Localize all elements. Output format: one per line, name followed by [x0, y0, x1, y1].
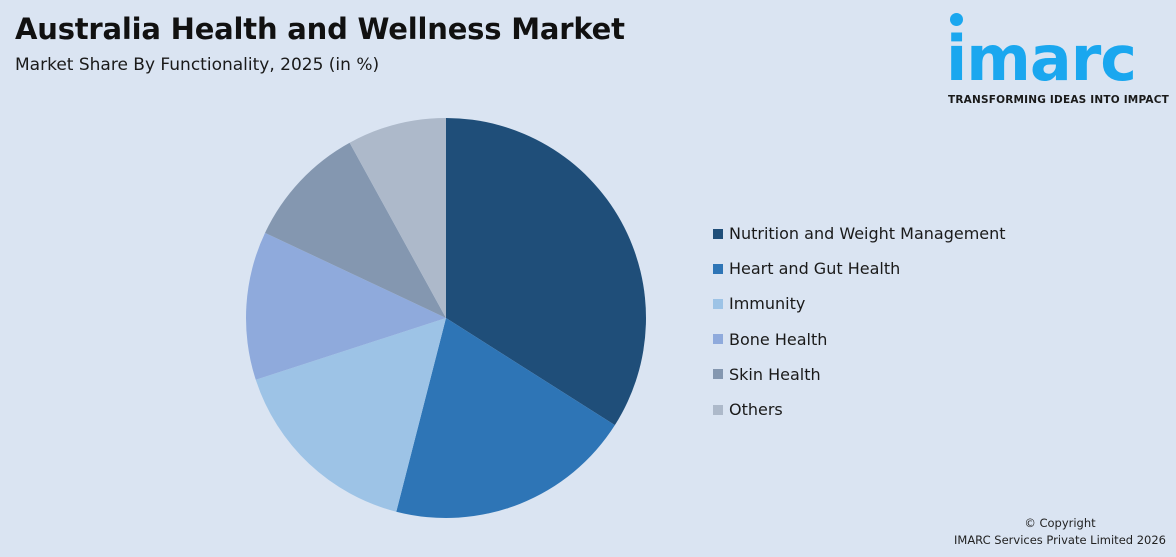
chart-legend: Nutrition and Weight Management Heart and…	[713, 216, 1006, 427]
pie-slice-skin-health	[265, 142, 446, 318]
legend-label: Bone Health	[729, 329, 828, 349]
legend-item: Others	[713, 392, 1006, 427]
legend-swatch-icon	[713, 369, 723, 380]
legend-label: Immunity	[729, 294, 806, 314]
legend-label: Skin Health	[729, 364, 821, 384]
pie-slice-others	[349, 118, 446, 318]
legend-label: Nutrition and Weight Management	[729, 224, 1006, 244]
logo-dot-icon	[950, 13, 963, 26]
legend-item: Nutrition and Weight Management	[713, 216, 1006, 251]
legend-label: Others	[729, 400, 783, 420]
legend-swatch-icon	[713, 263, 723, 274]
pie-slice-nutrition-and-weight-management	[446, 118, 646, 426]
copyright-line-2: IMARC Services Private Limited 2026	[954, 533, 1166, 547]
imarc-logo: imarc TRANSFORMING IDEAS INTO IMPACT	[944, 10, 1172, 110]
logo-wordmark: imarc	[946, 22, 1137, 95]
pie-slice-bone-health	[246, 232, 446, 380]
copyright-notice: © Copyright IMARC Services Private Limit…	[954, 515, 1166, 549]
pie-slice-immunity	[255, 318, 446, 512]
legend-swatch-icon	[713, 334, 723, 345]
legend-label: Heart and Gut Health	[729, 259, 901, 279]
legend-item: Bone Health	[713, 322, 1006, 357]
legend-swatch-icon	[713, 298, 723, 309]
logo-tagline: TRANSFORMING IDEAS INTO IMPACT	[948, 94, 1169, 106]
legend-item: Skin Health	[713, 357, 1006, 392]
chart-subtitle: Market Share By Functionality, 2025 (in …	[15, 55, 380, 75]
legend-item: Immunity	[713, 286, 1006, 321]
pie-slice-heart-and-gut-health	[396, 318, 615, 518]
legend-swatch-icon	[713, 228, 723, 239]
copyright-line-1: © Copyright	[1024, 516, 1096, 530]
chart-title: Australia Health and Wellness Market	[15, 12, 625, 46]
legend-swatch-icon	[713, 404, 723, 415]
legend-item: Heart and Gut Health	[713, 251, 1006, 286]
pie-chart	[246, 118, 646, 518]
